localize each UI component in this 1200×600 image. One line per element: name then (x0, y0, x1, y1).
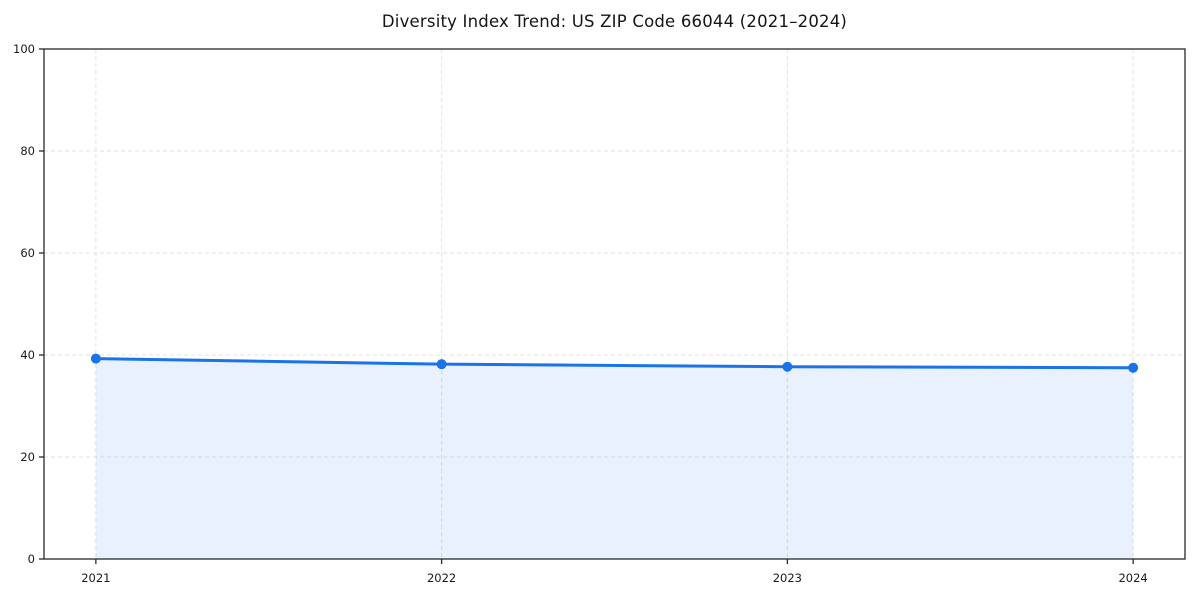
data-point (436, 359, 447, 370)
data-points-layer (90, 353, 1139, 373)
x-tick-label: 2021 (81, 571, 110, 585)
y-tick-label: 100 (13, 42, 35, 56)
axes-layer (39, 48, 1186, 564)
x-tick-label: 2022 (427, 571, 456, 585)
data-point (1128, 362, 1139, 373)
trend-line (94, 357, 1135, 370)
y-tick-label: 80 (20, 144, 35, 158)
y-tick-label: 0 (28, 552, 35, 566)
area-fill-layer (95, 358, 1134, 559)
x-tick-label: 2023 (773, 571, 802, 585)
data-point (782, 361, 793, 372)
area-fill (95, 358, 1134, 559)
data-point (90, 353, 101, 364)
tick-labels-layer: 0 20 40 60 80 100 2021 2022 2023 2024 (13, 42, 1148, 585)
trend-line-layer (94, 357, 1135, 370)
y-tick-label: 20 (20, 450, 35, 464)
chart-title: Diversity Index Trend: US ZIP Code 66044… (381, 12, 848, 31)
y-tick-label: 40 (20, 348, 35, 362)
y-tick-label: 60 (20, 246, 35, 260)
plot-border (43, 48, 1186, 560)
x-tick-label: 2024 (1118, 571, 1147, 585)
